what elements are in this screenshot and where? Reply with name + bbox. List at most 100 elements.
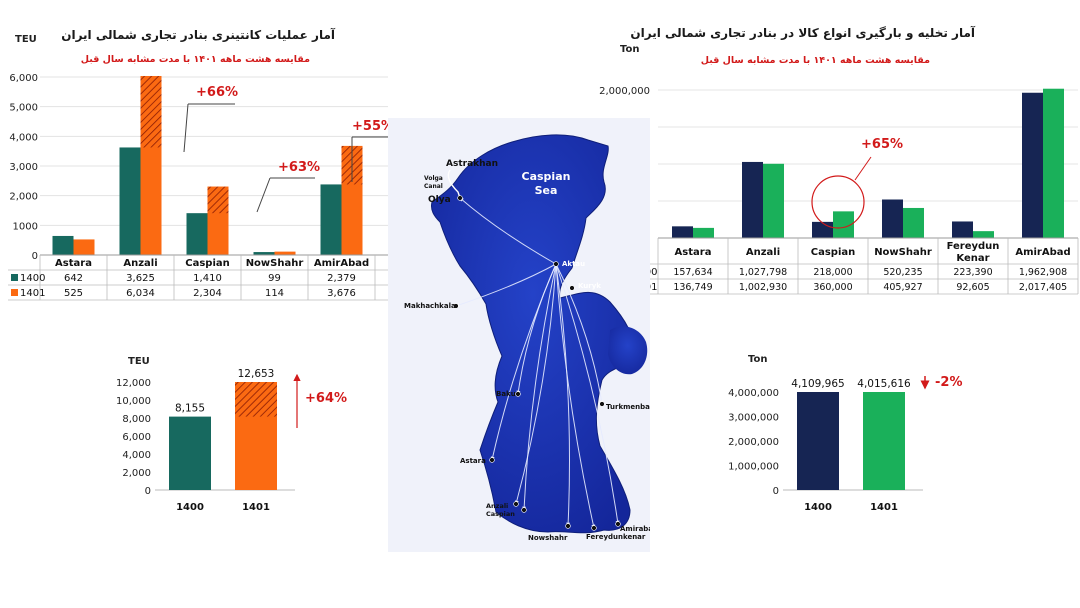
y-tick-label: 4,000,000 (728, 388, 779, 399)
port-label-turkmenbashi: Turkmenbashi (606, 403, 650, 411)
bar-1401-increase (207, 186, 229, 214)
ton-chart-title: آمار تخلیه و بارگیری انواع کالا در بنادر… (630, 26, 975, 40)
bar-1400 (742, 161, 763, 238)
y-tick-label: 10,000 (116, 396, 151, 407)
y-tick-label: 3,000 (9, 162, 38, 173)
bar-1401 (903, 207, 924, 238)
x-category-label: Anzali (746, 247, 780, 258)
table-cell-1401: 1,002,930 (739, 282, 787, 293)
route-fereydunkenar (555, 263, 596, 529)
x-category-label: AmirAbad (1015, 247, 1070, 258)
bar-1401 (973, 231, 994, 238)
bar-1401-increase (140, 75, 162, 148)
port-dot-kuryk (569, 285, 575, 291)
change-annotation: -2% (935, 375, 962, 390)
bar-1400 (672, 226, 693, 238)
route-nowshahr (555, 263, 571, 527)
table-cell-1401: 6,034 (126, 288, 155, 299)
y-tick-label: 12,000 (116, 378, 151, 389)
y-tick-label: 1000 (13, 221, 38, 232)
teu-total-chart-svg: 0 2,000 4,000 6,000 8,000 10,000 12,000 8,155 14… (116, 368, 347, 513)
route-turkmenbashi (555, 263, 604, 405)
y-tick-label: 4,000 (9, 132, 38, 143)
port-label-astara: Astara (460, 457, 486, 465)
port-label-nowshahr: Nowshahr (528, 534, 568, 542)
table-cell-1401: 2,304 (193, 288, 222, 299)
total-value-label: 12,653 (238, 368, 275, 380)
x-category-label: Astara (675, 247, 712, 258)
port-dot-fereydunkenar (591, 525, 597, 531)
table-cell-1400: 99 (268, 273, 281, 284)
table-cell-1401: 2,017,405 (1019, 282, 1067, 293)
bar-1400 (320, 184, 342, 255)
total-bar-1401 (863, 392, 905, 490)
x-category-label: 1400 (804, 502, 832, 513)
bar-1401 (1043, 88, 1064, 238)
port-label-aktau: Aktau (562, 260, 585, 268)
port-dot-nowshahr (565, 523, 571, 529)
table-cell-1400: 223,390 (953, 267, 992, 278)
table-cell-1400: 1,962,908 (1019, 267, 1067, 278)
port-dot-aktau (553, 261, 559, 267)
bar-1400 (952, 221, 973, 238)
port-dot-amirabad (615, 521, 621, 527)
table-cell-1400: 642 (64, 273, 83, 284)
route-astara (490, 263, 557, 461)
x-category-label: Fereydun (947, 241, 1000, 252)
route-caspian (522, 263, 557, 511)
total-bar-1400 (169, 416, 211, 490)
x-category-label: 1401 (870, 502, 898, 513)
table-cell-1401: 360,000 (813, 282, 852, 293)
table-cell-1400: 1,410 (193, 273, 222, 284)
bar-1401 (693, 227, 714, 238)
port-label-astrakhan: Astrakhan (446, 159, 498, 169)
x-category-label: 1400 (176, 502, 204, 513)
qara-bogaz-gol-bay (608, 326, 648, 375)
bar-1400 (882, 199, 903, 238)
y-tick-label: 0 (773, 486, 779, 497)
bar-1400 (253, 252, 275, 255)
table-cell-1401: 525 (64, 288, 83, 299)
total-value-label: 4,015,616 (857, 378, 911, 390)
growth-annotation: +65% (861, 137, 903, 152)
y-tick-label: 4,000 (122, 450, 151, 461)
table-cell-1401: 405,927 (883, 282, 922, 293)
sea-label: Sea (535, 184, 558, 197)
total-value-label: 4,109,965 (791, 378, 844, 390)
y-tick-label: 5,000 (9, 103, 38, 114)
port-label-canal: Canal (424, 183, 443, 190)
ton-unit-label: Ton (620, 44, 640, 55)
port-label-makhachkala: Makhachkala (404, 302, 456, 310)
port-label-baku: Baku (496, 390, 516, 398)
total-bar-increase (235, 382, 277, 417)
sea-label: Caspian (522, 170, 571, 183)
highlight-circle (811, 175, 865, 229)
port-label-fereydunkenar: Fereydunkenar (586, 533, 646, 541)
growth-annotation: +63% (278, 160, 320, 175)
annotation-leader (256, 177, 271, 213)
table-cell-1400: 1,027,798 (739, 267, 787, 278)
annotation-leader (183, 103, 189, 153)
legend-label-1401: 1401 (20, 288, 45, 299)
x-category-label: Kenar (956, 253, 989, 264)
legend-label-1400: 1400 (20, 273, 45, 284)
legend-swatch-1400 (11, 274, 18, 281)
route-amirabad (555, 263, 620, 525)
y-tick-label: 3,000,000 (728, 413, 779, 424)
ton-port-chart: Ton آمار تخلیه و بارگیری انواع کالا در ب… (590, 22, 1080, 307)
bar-1400 (186, 213, 208, 255)
teu-port-chart-svg: 0 1000 2,000 3,000 4,000 5,000 6,000 Astara 642 5… (8, 73, 394, 301)
shipping-routes (447, 169, 620, 529)
route-olya (459, 197, 557, 265)
bar-1400 (812, 221, 833, 238)
port-label-olya: Olya (428, 195, 451, 205)
table-cell-1401: 136,749 (673, 282, 712, 293)
x-category-label: Caspian (185, 258, 230, 269)
port-label-caspian: Caspian (486, 510, 515, 518)
port-dot-makhachkala (453, 303, 459, 309)
y-tick-label: 0 (145, 486, 151, 497)
port-label-anzali: Anzali (486, 502, 508, 510)
x-category-label: AmirAbad (314, 258, 369, 269)
